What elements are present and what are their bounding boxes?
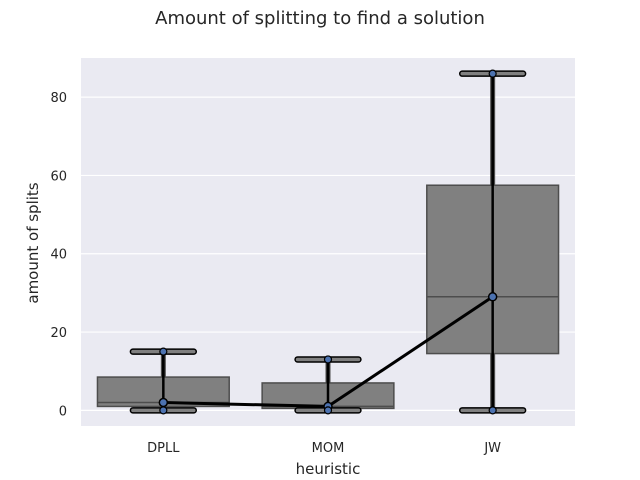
y-tick-40: 40 [50, 248, 67, 263]
extreme-point-mom-max [323, 355, 333, 364]
x-tick-jw: JW [483, 441, 501, 456]
y-tick-labels: 0 20 40 60 80 [50, 91, 67, 419]
box-jw [426, 70, 560, 414]
y-tick-60: 60 [50, 169, 67, 184]
y-axis-label: amount of splits [24, 182, 42, 303]
extreme-point-dpll-min [159, 406, 168, 415]
y-tick-0: 0 [59, 404, 67, 419]
extreme-point-jw-min [488, 406, 497, 415]
x-tick-dpll: DPLL [147, 441, 180, 456]
extreme-point-mom-min [323, 406, 333, 415]
box-plots [96, 70, 560, 414]
y-tick-80: 80 [50, 91, 67, 106]
y-tick-20: 20 [50, 326, 67, 341]
x-tick-mom: MOM [312, 441, 345, 456]
extreme-point-jw-max [488, 69, 497, 78]
extreme-point-dpll-max [159, 347, 168, 356]
chart-title: Amount of splitting to find a solution [155, 8, 485, 29]
x-tick-labels: DPLL MOM JW [147, 441, 501, 456]
median-point-jw [487, 292, 498, 302]
median-connector [158, 69, 498, 415]
median-point-dpll [158, 397, 169, 408]
x-axis-label: heuristic [296, 460, 361, 478]
